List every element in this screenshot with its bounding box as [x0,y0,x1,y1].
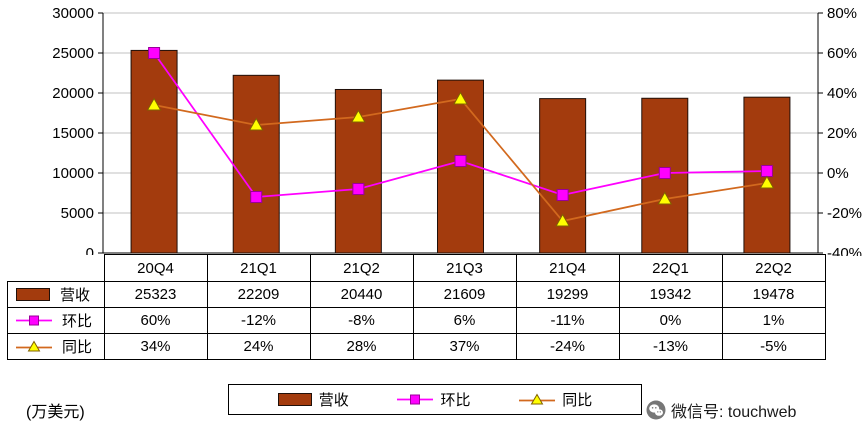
table-header-cell: 22Q2 [721,254,826,282]
wechat-icon [646,400,666,420]
left-axis-label: 10000 [52,165,94,182]
qoq-square-marker [250,191,263,203]
right-axis-label: 20% [827,125,857,142]
row-label-cell: 环比 [7,307,105,334]
table-header-cell: 22Q1 [618,254,723,282]
data-table: 20Q4 21Q1 21Q2 21Q3 21Q4 22Q1 22Q2 营收 25323 22209… [7,254,826,360]
wechat-label: 微信号: touchweb [671,404,797,421]
table-cell: 37% [412,333,517,360]
table-cell: 24% [206,333,311,360]
yoy-markers [146,91,775,227]
table-corner-cell [7,254,104,282]
triangle-marker-glyph [16,340,52,352]
table-cell: -12% [206,307,311,334]
table-cell: 25323 [103,281,208,308]
revenue-bar [539,98,587,254]
right-axis-label: -20% [827,205,862,222]
qoq-square-marker [148,47,161,59]
qoq-square-marker [760,165,773,177]
table-cell: -13% [618,333,723,360]
table-cell: 19342 [618,281,723,308]
table-cell: 1% [721,307,826,334]
left-axis-label: 5000 [61,205,94,222]
yoy-triangle-marker-icon [519,393,556,406]
left-axis-label: 25000 [52,45,94,62]
table-cell: 19299 [515,281,620,308]
yoy-triangle-marker [351,109,366,123]
table-cell: 60% [103,307,208,334]
left-axis-label: 0 [86,245,94,256]
qoq-square-marker [556,189,569,201]
square-marker-glyph [397,394,434,405]
yoy-triangle-marker [759,175,775,189]
revenue-bar [130,49,178,254]
table-header-cell: 21Q1 [206,254,311,282]
axis-labels: 0 5000 10000 15000 20000 25000 30000 -40% -20% 0%… [52,5,862,256]
row-label: 营收 [60,287,91,304]
row-label: 环比 [62,313,93,330]
yoy-triangle-marker [146,97,162,111]
table-cell: -11% [515,307,620,334]
table-cell: 6% [412,307,517,334]
qoq-square-marker [658,167,671,179]
yoy-triangle-marker [555,213,570,227]
table-cell: 0% [618,307,723,334]
left-axis-label: 20000 [52,85,94,102]
table-header-cell: 20Q4 [103,254,208,282]
triangle-marker-glyph [519,393,556,405]
table-cell: 34% [103,333,208,360]
legend-item-revenue: 营收 [277,389,349,410]
unit-label: (万美元) [26,404,85,421]
qoq-square-marker-icon [397,393,434,406]
legend-label-qoq: 环比 [440,392,471,409]
right-axis-label: 40% [827,85,857,102]
bar-swatch-icon [16,288,50,301]
yoy-triangle-marker [453,91,468,105]
left-axis-label: 30000 [52,5,94,22]
right-axis-label: -40% [827,245,862,256]
bar-swatch-glyph [16,288,50,301]
right-axis-label: 60% [827,45,857,62]
right-axis-label: 80% [827,5,857,22]
row-label-cell: 营收 [7,281,105,308]
square-marker-icon [16,314,52,327]
legend-label-yoy: 同比 [562,392,593,409]
table-cell: -5% [721,333,826,360]
row-label: 同比 [62,339,93,356]
table-cell: 21609 [412,281,517,308]
table-row: 环比 60% -12% -8% 6% -11% 0% 1% [7,307,826,334]
left-axis-label: 15000 [52,125,94,142]
legend-item-qoq: 环比 [397,389,471,410]
wechat-footer: 微信号: touchweb [646,398,796,422]
chart-legend: 营收 环比 同比 [228,384,642,415]
legend-item-yoy: 同比 [519,389,592,410]
yoy-triangle-marker [248,117,264,131]
table-header-cell: 21Q3 [412,254,517,282]
right-axis-label: 0% [827,165,849,182]
square-marker-glyph [16,315,52,326]
qoq-square-marker [454,155,467,167]
qoq-square-marker [352,183,365,195]
triangle-marker-icon [16,340,52,353]
table-header-row: 20Q4 21Q1 21Q2 21Q3 21Q4 22Q1 22Q2 [7,254,826,282]
revenue-bar [232,74,280,254]
table-header-cell: 21Q2 [309,254,414,282]
revenue-chart: 0 5000 10000 15000 20000 25000 30000 -40% -20% 0%… [52,5,862,256]
revenue-bars [130,49,791,254]
yoy-triangle-marker [657,191,673,205]
legend-label-revenue: 营收 [318,392,349,409]
row-label-cell: 同比 [7,333,105,360]
table-cell: -24% [515,333,620,360]
table-header-cell: 21Q4 [515,254,620,282]
table-row: 同比 34% 24% 28% 37% -24% -13% -5% [7,333,826,360]
table-cell: 19478 [721,281,826,308]
table-cell: 20440 [309,281,414,308]
bar-swatch-glyph [277,393,312,406]
table-row: 营收 25323 22209 20440 21609 19299 19342 19478 [7,281,826,308]
table-cell: 28% [309,333,414,360]
revenue-bar-swatch-icon [277,393,312,406]
table-cell: 22209 [206,281,311,308]
table-cell: -8% [309,307,414,334]
